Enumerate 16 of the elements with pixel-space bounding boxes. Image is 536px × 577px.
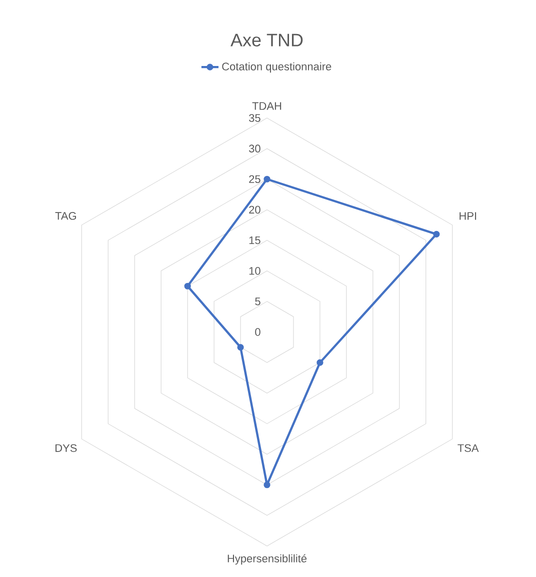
- y-tick-label: 35: [248, 114, 260, 122]
- y-tick-label: 30: [248, 144, 260, 152]
- spoke-label: Hypersensiblilité: [228, 554, 307, 565]
- legend-label: Cotation questionnaire: [222, 62, 332, 73]
- spoke-label: DYS: [56, 444, 77, 452]
- spoke-label: TSA: [458, 444, 479, 452]
- spoke-label: HPI: [460, 212, 476, 220]
- y-tick-label: 15: [249, 236, 260, 244]
- spoke-label: TAG: [55, 212, 76, 220]
- y-tick-label: 5: [255, 298, 260, 306]
- spoke-label: TDAH: [252, 102, 282, 110]
- chart-title: Axe TND: [230, 34, 303, 46]
- y-tick-label: 10: [249, 266, 260, 275]
- y-tick-label: 25: [249, 175, 260, 184]
- y-tick-label: 0: [255, 328, 260, 336]
- y-tick-label: 20: [249, 206, 260, 214]
